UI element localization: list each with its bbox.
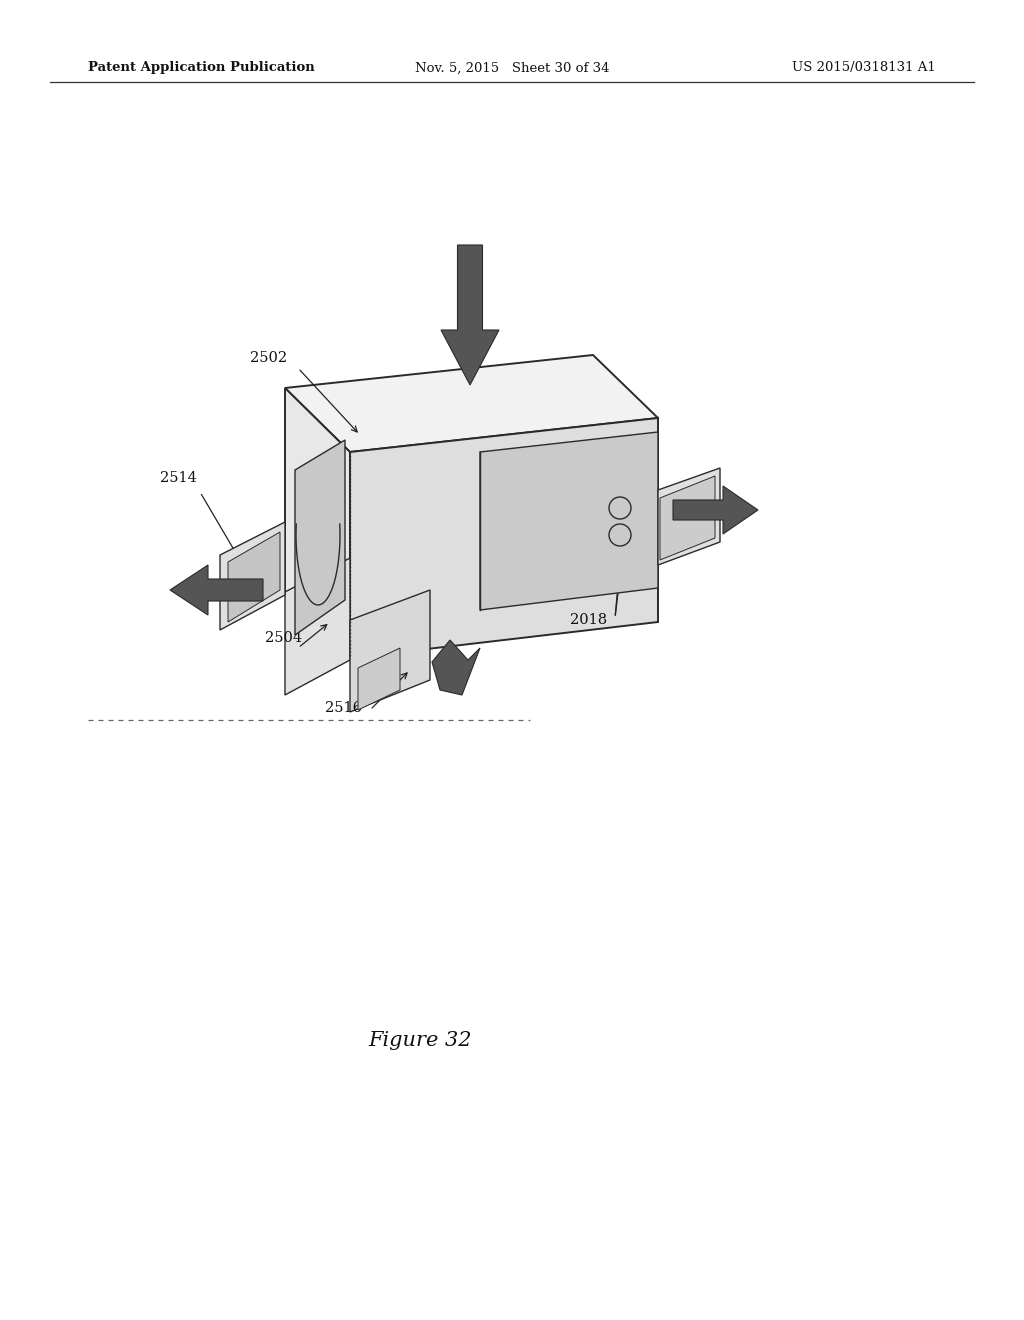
Polygon shape: [673, 486, 758, 535]
Polygon shape: [285, 355, 658, 451]
Polygon shape: [441, 246, 499, 385]
Polygon shape: [170, 565, 263, 615]
Polygon shape: [480, 432, 658, 610]
Polygon shape: [285, 388, 350, 657]
Polygon shape: [358, 648, 400, 710]
Text: 2516: 2516: [325, 701, 362, 715]
Polygon shape: [660, 477, 715, 560]
Polygon shape: [228, 532, 280, 622]
Polygon shape: [350, 590, 430, 711]
Text: 2504: 2504: [265, 631, 302, 645]
Text: Patent Application Publication: Patent Application Publication: [88, 62, 314, 74]
Polygon shape: [432, 640, 480, 696]
Text: Figure 32: Figure 32: [369, 1031, 472, 1049]
Text: 2514: 2514: [160, 471, 197, 484]
Text: 2502: 2502: [250, 351, 287, 366]
Text: 2018: 2018: [570, 612, 607, 627]
Polygon shape: [658, 469, 720, 565]
Polygon shape: [285, 558, 350, 696]
Polygon shape: [350, 418, 658, 657]
Text: Nov. 5, 2015   Sheet 30 of 34: Nov. 5, 2015 Sheet 30 of 34: [415, 62, 609, 74]
Polygon shape: [220, 521, 285, 630]
Text: US 2015/0318131 A1: US 2015/0318131 A1: [793, 62, 936, 74]
Polygon shape: [295, 440, 345, 635]
